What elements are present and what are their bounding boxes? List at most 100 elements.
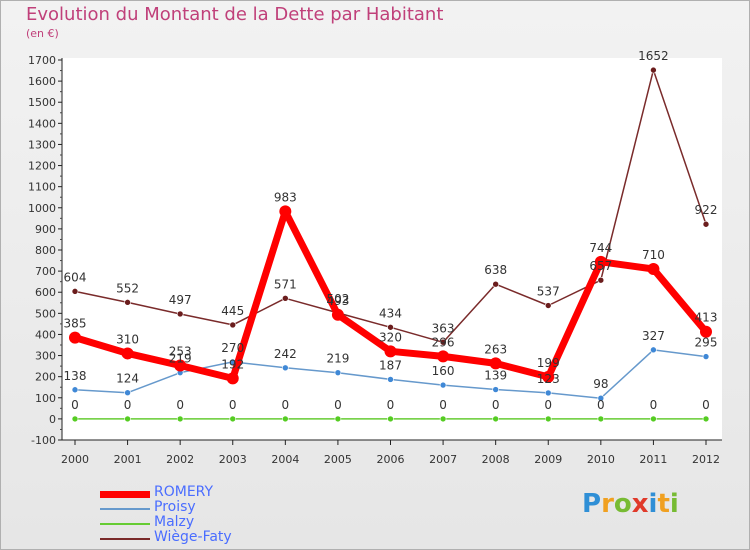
data-label-romery: 744 — [589, 241, 612, 255]
data-point-malzy — [544, 415, 552, 423]
legend-label: Wiège-Faty — [154, 529, 232, 545]
legend-swatch — [100, 508, 150, 510]
y-tick-label: 400 — [35, 328, 56, 341]
data-label-malzy: 0 — [650, 398, 658, 412]
data-label-romery: 192 — [221, 357, 244, 371]
y-tick-label: 500 — [35, 307, 56, 320]
logo-letter: o — [613, 489, 632, 519]
data-point-malzy — [124, 415, 131, 423]
data-label-proisy: 124 — [116, 372, 139, 386]
data-point-malzy — [71, 415, 79, 423]
x-tick-label: 2005 — [324, 453, 352, 466]
data-label-wi-ge-faty: 604 — [64, 270, 87, 284]
data-point-proisy — [334, 369, 342, 376]
data-label-wi-ge-faty: 502 — [326, 292, 349, 306]
x-tick-label: 2006 — [377, 453, 405, 466]
data-label-romery: 320 — [379, 330, 402, 344]
data-label-proisy: 98 — [593, 377, 608, 391]
data-point-malzy — [650, 415, 657, 423]
data-point-romery — [647, 263, 660, 275]
data-point-malzy — [492, 415, 499, 423]
data-point-romery — [279, 205, 292, 218]
data-point-malzy — [702, 415, 710, 423]
y-tick-label: 900 — [35, 223, 56, 236]
y-tick-label: 1200 — [28, 160, 56, 173]
x-tick-label: 2004 — [271, 453, 299, 466]
legend-swatch — [100, 523, 150, 525]
data-label-romery: 385 — [64, 317, 87, 331]
data-label-proisy: 242 — [274, 347, 297, 361]
data-point-romery — [69, 331, 81, 344]
data-point-wi-ge-faty — [282, 295, 289, 302]
data-label-proisy: 219 — [169, 352, 192, 366]
data-point-proisy — [702, 353, 710, 360]
data-label-malzy: 0 — [544, 398, 552, 412]
logo-letter: i — [669, 489, 679, 519]
data-point-malzy — [176, 415, 184, 423]
data-label-wi-ge-faty: 922 — [695, 203, 718, 217]
data-label-romery: 310 — [116, 332, 139, 346]
data-point-malzy — [387, 415, 394, 423]
data-point-proisy — [387, 376, 394, 383]
data-label-romery: 263 — [484, 342, 507, 356]
data-point-romery — [226, 372, 239, 385]
data-label-romery: 199 — [537, 356, 560, 370]
y-tick-label: 200 — [35, 371, 56, 384]
y-tick-label: 1400 — [28, 117, 56, 130]
data-label-malzy: 0 — [229, 398, 237, 412]
data-point-wi-ge-faty — [176, 310, 184, 318]
data-point-romery — [700, 325, 712, 338]
data-label-wi-ge-faty: 445 — [221, 304, 244, 318]
logo-letter: P — [582, 489, 602, 519]
data-label-malzy: 0 — [702, 398, 710, 412]
data-point-proisy — [650, 346, 657, 354]
data-point-proisy — [492, 386, 499, 393]
data-label-wi-ge-faty: 363 — [432, 321, 455, 335]
data-point-malzy — [597, 415, 605, 423]
data-point-romery — [437, 350, 450, 363]
data-label-proisy: 138 — [64, 369, 87, 383]
x-tick-label: 2001 — [114, 453, 142, 466]
plot-area — [62, 58, 722, 440]
data-label-malzy: 0 — [282, 398, 290, 412]
legend-label: Proisy — [154, 499, 196, 515]
x-tick-label: 2012 — [692, 453, 720, 466]
data-label-malzy: 0 — [387, 398, 395, 412]
y-tick-label: 700 — [35, 265, 56, 278]
data-point-wi-ge-faty — [229, 321, 237, 329]
data-point-proisy — [282, 364, 289, 372]
x-tick-label: 2002 — [166, 453, 194, 466]
data-label-wi-ge-faty: 434 — [379, 306, 402, 320]
data-point-malzy — [439, 415, 447, 423]
y-tick-label: 1100 — [28, 181, 56, 194]
x-tick-label: 2011 — [639, 453, 667, 466]
data-point-wi-ge-faty — [702, 220, 710, 228]
x-tick-label: 2000 — [61, 453, 89, 466]
y-tick-label: 1600 — [28, 75, 56, 88]
data-point-proisy — [439, 381, 447, 389]
y-tick-label: 1700 — [28, 54, 56, 67]
x-tick-label: 2003 — [219, 453, 247, 466]
y-tick-label: 1500 — [28, 96, 56, 109]
data-point-proisy — [71, 386, 79, 394]
legend-label: Malzy — [154, 514, 195, 530]
data-point-romery — [384, 345, 397, 358]
legend-swatch — [100, 490, 150, 498]
data-point-proisy — [597, 394, 605, 402]
x-tick-label: 2009 — [534, 453, 562, 466]
data-label-proisy: 295 — [695, 336, 718, 350]
data-label-malzy: 0 — [492, 398, 500, 412]
y-tick-label: 1300 — [28, 138, 56, 151]
data-label-romery: 296 — [432, 335, 455, 349]
data-label-malzy: 0 — [176, 398, 184, 412]
data-label-romery: 493 — [326, 294, 349, 308]
logo-letter: x — [631, 489, 649, 519]
logo-letter: r — [601, 489, 614, 519]
data-point-malzy — [282, 415, 289, 423]
y-tick-label: 300 — [35, 350, 56, 363]
chart-unit-label: (en €) — [26, 27, 59, 40]
data-label-wi-ge-faty: 537 — [537, 285, 560, 299]
y-tick-label: -100 — [31, 434, 56, 447]
data-label-proisy: 219 — [326, 352, 349, 366]
data-point-romery — [331, 308, 344, 321]
